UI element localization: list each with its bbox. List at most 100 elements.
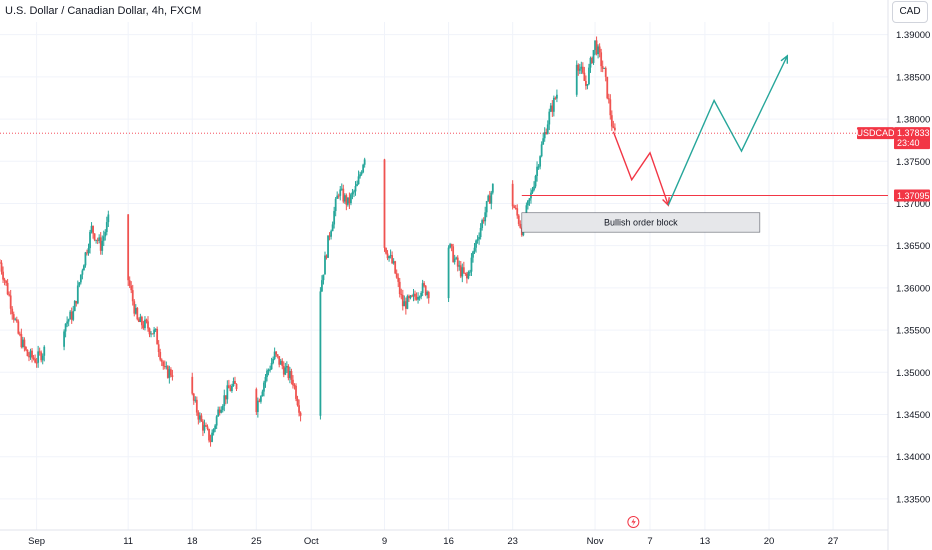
- candle-body: [83, 265, 85, 271]
- candlestick-series: [0, 36, 616, 447]
- y-tick-label: 1.33500: [896, 494, 930, 505]
- candle-body: [75, 301, 78, 304]
- x-tick-label: 9: [382, 536, 387, 547]
- candle-body: [601, 66, 604, 69]
- candle-body: [107, 214, 110, 223]
- candle-body: [385, 247, 387, 254]
- candle-body: [459, 265, 462, 277]
- time-axis[interactable]: Sep 11 18 25 Oct 9 16 23 Nov 7 13 20 27: [28, 536, 838, 547]
- candle-body: [400, 294, 403, 296]
- countdown-value: 23:40: [897, 138, 920, 148]
- candle-body: [549, 105, 552, 112]
- candle-body: [584, 80, 587, 86]
- x-tick-label: Nov: [587, 536, 604, 547]
- candle-body: [456, 257, 459, 267]
- candle-body: [168, 369, 171, 378]
- candle-body: [264, 377, 267, 383]
- x-tick-label: 25: [251, 536, 262, 547]
- candle-body: [43, 346, 46, 356]
- candle-body: [589, 57, 592, 68]
- candle-body: [266, 370, 268, 378]
- candle-body: [408, 296, 410, 299]
- candle-body: [333, 211, 336, 225]
- candle-body: [206, 426, 209, 429]
- candle-body: [212, 429, 215, 433]
- candle-body: [2, 271, 4, 280]
- candle-body: [92, 225, 94, 234]
- candle-body: [398, 281, 401, 295]
- candle-body: [229, 388, 232, 392]
- symbol-tag: [857, 127, 894, 140]
- candle-body: [223, 395, 226, 406]
- candle-body: [554, 97, 557, 99]
- price-axis[interactable]: 1.39000 1.38500 1.38000 1.37500 1.37000 1.365…: [896, 30, 930, 505]
- candle-body: [481, 220, 484, 228]
- candle-body: [31, 350, 33, 358]
- y-tick-label: 1.34000: [896, 452, 930, 463]
- candle-body: [552, 97, 555, 112]
- candle-body: [147, 321, 149, 329]
- candle-body: [227, 385, 230, 389]
- candle-body: [420, 293, 423, 297]
- candle-body: [140, 316, 143, 326]
- candle-body: [157, 344, 160, 353]
- candle-body: [209, 440, 212, 442]
- last-price-value: 1.37833: [897, 128, 930, 138]
- candle-body: [231, 386, 233, 392]
- candle-body: [279, 360, 282, 365]
- candle-body: [513, 206, 516, 208]
- candle-body: [539, 156, 542, 167]
- candle-body: [191, 376, 194, 394]
- candle-body: [556, 94, 558, 99]
- chart-grid: [0, 0, 889, 550]
- candle-body: [465, 273, 468, 279]
- candle-body: [9, 295, 12, 309]
- candle-body: [391, 255, 394, 264]
- candle-body: [41, 355, 44, 361]
- candle-body: [95, 239, 98, 241]
- candle-body: [604, 67, 607, 77]
- candle-body: [328, 235, 331, 237]
- currency-button[interactable]: CAD: [892, 1, 928, 23]
- y-tick-label: 1.37500: [896, 157, 930, 168]
- candle-body: [427, 292, 430, 299]
- order-block-label: Bullish order block: [604, 217, 678, 227]
- candle-body: [336, 195, 339, 199]
- candle-body: [263, 382, 265, 392]
- candle-body: [224, 395, 227, 400]
- candle-body: [144, 319, 146, 329]
- candle-body: [588, 67, 590, 85]
- candle-body: [517, 215, 520, 224]
- candle-body: [232, 380, 235, 387]
- candle-body: [476, 239, 479, 241]
- level-price-tag: [894, 189, 930, 202]
- candle-body: [215, 416, 218, 426]
- candle-body: [575, 64, 578, 95]
- candle-body: [28, 356, 30, 358]
- candle-body: [273, 351, 276, 359]
- candle-body: [256, 400, 259, 413]
- candle-body: [101, 240, 104, 251]
- candle-body: [389, 255, 392, 257]
- candle-body: [470, 257, 473, 272]
- candle-body: [339, 189, 342, 196]
- candle-body: [595, 40, 598, 55]
- x-tick-label: Oct: [304, 536, 319, 547]
- candle-body: [299, 412, 302, 416]
- chart-annotations: Bullish order block: [0, 54, 888, 233]
- candle-body: [462, 267, 465, 273]
- candle-body: [450, 244, 453, 247]
- candle-body: [551, 105, 554, 112]
- candle-body: [226, 385, 229, 400]
- candle-body: [67, 319, 70, 322]
- candle-body: [148, 328, 151, 335]
- candle-body: [360, 172, 363, 175]
- candle-body: [478, 237, 480, 240]
- candle-body: [594, 40, 596, 51]
- candle-body: [255, 389, 258, 413]
- candle-body: [150, 333, 152, 335]
- candle-body: [394, 261, 397, 274]
- candle-body: [0, 262, 3, 272]
